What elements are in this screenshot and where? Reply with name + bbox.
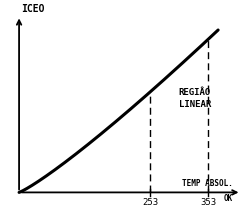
Text: 253: 253 [142, 198, 158, 207]
Text: REGIÂO
LINEAR: REGIÂO LINEAR [179, 88, 211, 108]
Text: ICEO: ICEO [22, 4, 45, 14]
Text: 353: 353 [200, 198, 216, 207]
Text: OK: OK [224, 194, 233, 203]
Text: TEMP ABSOL.: TEMP ABSOL. [182, 179, 233, 188]
